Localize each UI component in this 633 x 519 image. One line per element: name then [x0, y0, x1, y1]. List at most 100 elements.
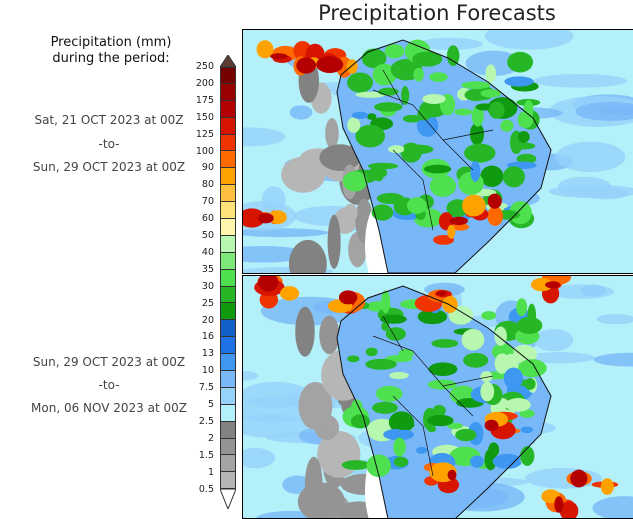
precip-area [355, 124, 386, 148]
precip-area [375, 385, 403, 402]
heavy-precip-area [449, 216, 468, 226]
heavy-precip-area [462, 194, 486, 217]
colorbar-segment [220, 303, 236, 321]
precip-area [519, 409, 535, 418]
colorbar-segment [220, 269, 236, 287]
colorbar-tick-label: 2.5 [198, 415, 214, 427]
heavy-precip-area [600, 478, 614, 495]
precip-area [504, 76, 534, 87]
colorbar-segment [220, 151, 236, 169]
precip-area [429, 72, 448, 82]
precip-area [403, 144, 434, 155]
colorbar-segment [220, 404, 236, 422]
colorbar-segment [220, 421, 236, 439]
colorbar-segment [220, 67, 236, 84]
precip-area [384, 44, 405, 59]
precip-area [480, 381, 495, 402]
colorbar-tick-label: 1.5 [198, 449, 214, 461]
precip-area [347, 355, 360, 363]
precip-area [596, 313, 633, 325]
precip-area [413, 67, 424, 82]
colorbar-segment [220, 371, 236, 388]
dry-area [297, 482, 345, 518]
precip-area [494, 353, 510, 374]
precip-area [511, 344, 537, 364]
dry-area [325, 118, 339, 149]
colorbar-tick-label: 2 [207, 432, 214, 444]
coastline [336, 285, 552, 518]
precip-area [401, 85, 410, 105]
dry-area [327, 214, 341, 269]
precip-area [389, 371, 409, 380]
colorbar-segment [220, 337, 236, 355]
colorbar-tick-label: 5 [207, 399, 214, 410]
forecast-map-period-2 [242, 275, 633, 519]
country-borders [372, 315, 494, 477]
colorbar-tick-label: 150 [195, 111, 214, 123]
precip-area [416, 446, 428, 454]
dry-area [319, 144, 361, 171]
precip-area [243, 370, 259, 381]
legend-title-line1: Precipitation (mm) [50, 35, 172, 50]
precip-area [461, 328, 485, 351]
colorbar-segment [220, 387, 236, 405]
precip-area [383, 428, 415, 441]
precip-area [516, 317, 543, 334]
heavy-precip-area [559, 501, 579, 518]
heavy-precip-area [570, 469, 588, 488]
precip-area [592, 496, 633, 518]
precip-area [480, 89, 501, 98]
precip-area [371, 204, 394, 221]
precip-area [347, 72, 373, 93]
precip-area [376, 192, 405, 205]
heavy-precip-area [296, 57, 316, 74]
precip-area [517, 111, 534, 129]
precip-area [503, 367, 524, 390]
colorbar-tick-label: 10 [201, 365, 214, 377]
precip-area [598, 105, 633, 116]
precip-area [464, 143, 496, 163]
precip-area [431, 338, 459, 348]
precip-area [480, 165, 504, 188]
heavy-precip-area [257, 213, 274, 224]
heavy-precip-area [270, 53, 288, 60]
colorbar-segment [220, 354, 236, 372]
colorbar-top-arrow [220, 55, 236, 67]
precip-area [517, 130, 530, 143]
colorbar-segment [220, 235, 236, 253]
precip-area [350, 414, 370, 429]
heavy-precip-area [484, 419, 499, 432]
precip-area [555, 141, 626, 173]
coastline [336, 39, 552, 273]
heavy-precip-area [451, 223, 470, 231]
colorbar-segment [220, 438, 236, 456]
precip-area [347, 117, 361, 133]
colorbar-tick-label: 80 [201, 179, 214, 191]
precip-area [461, 81, 491, 90]
precip-area [417, 309, 448, 325]
precip-area [427, 379, 457, 390]
colorbar-segment [220, 100, 236, 118]
colorbar-tick-label: 50 [201, 230, 214, 241]
precip-area [427, 425, 437, 433]
precip-area [547, 284, 615, 299]
precip-area [428, 362, 458, 376]
heavy-precip-area [256, 40, 274, 59]
dry-area [343, 203, 358, 222]
precip-area [517, 359, 547, 378]
precip-area [524, 378, 536, 390]
heavy-precip-area [280, 286, 300, 301]
colorbar-segment [220, 134, 236, 152]
precip-area [388, 145, 405, 154]
precip-area [361, 48, 387, 69]
precip-area [392, 419, 415, 430]
heavy-precip-area [442, 296, 458, 314]
precip-area [243, 414, 309, 438]
precip-area [372, 401, 398, 414]
heavy-precip-area [338, 290, 358, 305]
colorbar-tick-label: 0.5 [198, 483, 214, 495]
heavy-precip-area [346, 59, 358, 74]
heavy-precip-area [316, 56, 344, 74]
precip-area [342, 171, 368, 192]
colorbar-segment [220, 83, 236, 101]
